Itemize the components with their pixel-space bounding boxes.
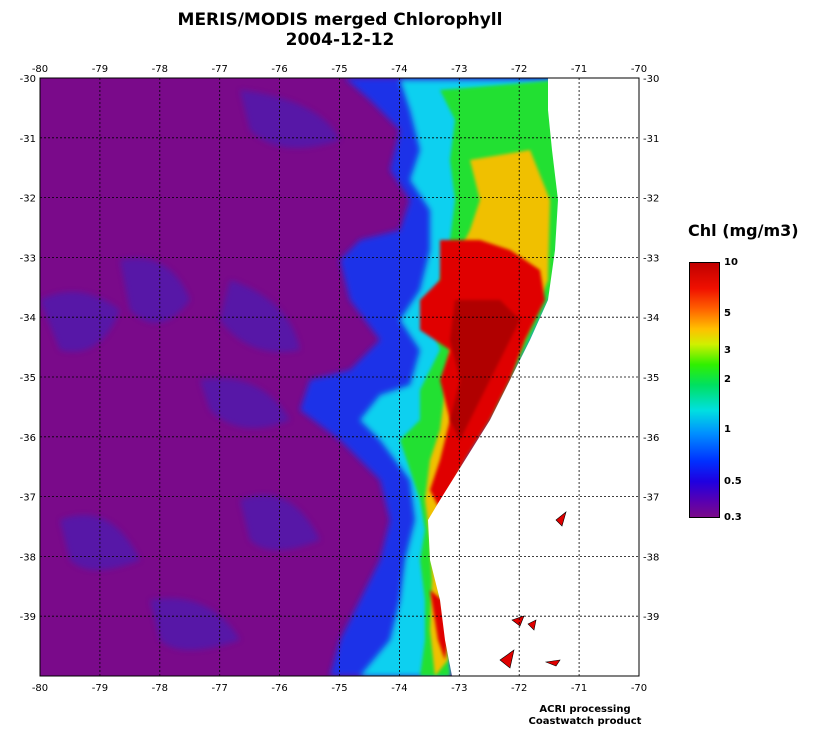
lat-tick-label: -35	[20, 373, 36, 384]
colorbar-title: Chl (mg/m3)	[688, 221, 799, 240]
lat-tick-label: -31	[643, 134, 659, 145]
colorbar-label: 1	[724, 424, 731, 435]
lon-tick-label: -73	[451, 683, 467, 694]
map-date: 2004-12-12	[285, 30, 395, 50]
lat-tick-label: -36	[643, 433, 659, 444]
lat-tick-label: -38	[643, 552, 659, 563]
lon-tick-label: -78	[152, 64, 168, 75]
lon-tick-label: -74	[391, 64, 407, 75]
plot-frame	[39, 77, 640, 677]
lon-tick-label: -73	[451, 64, 467, 75]
lon-tick-label: -79	[92, 64, 108, 75]
lon-tick-label: -80	[32, 683, 48, 694]
lat-tick-label: -34	[20, 313, 36, 324]
lon-tick-label: -72	[511, 683, 527, 694]
lat-tick-label: -32	[643, 194, 659, 205]
lat-tick-label: -39	[20, 612, 36, 623]
lat-tick-label: -39	[643, 612, 659, 623]
colorbar-label: 0.3	[724, 512, 742, 523]
lat-tick-label: -34	[643, 313, 659, 324]
colorbar-label: 0.5	[724, 476, 742, 487]
colorbar-label: 10	[724, 257, 738, 268]
lon-tick-label: -75	[331, 683, 347, 694]
colorbar-label: 2	[724, 374, 731, 385]
lat-tick-label: -35	[643, 373, 659, 384]
footer-product: Coastwatch product	[528, 716, 642, 727]
lon-tick-label: -80	[32, 64, 48, 75]
map-title: MERIS/MODIS merged Chlorophyll	[177, 10, 503, 30]
lat-tick-label: -30	[643, 74, 659, 85]
colorbar-label: 3	[724, 345, 731, 356]
lon-tick-label: -74	[391, 683, 407, 694]
lat-tick-label: -36	[20, 433, 36, 444]
lon-tick-label: -70	[631, 683, 647, 694]
footer-processing: ACRI processing	[539, 704, 631, 715]
lat-tick-label: -30	[20, 74, 36, 85]
lat-tick-label: -33	[643, 253, 659, 264]
map-plot-area	[40, 78, 639, 676]
lon-tick-label: -75	[331, 64, 347, 75]
lat-tick-label: -37	[20, 493, 36, 504]
lat-tick-label: -33	[20, 253, 36, 264]
lat-tick-label: -37	[643, 493, 659, 504]
lat-tick-label: -31	[20, 134, 36, 145]
lon-tick-label: -77	[212, 64, 228, 75]
lon-tick-label: -72	[511, 64, 527, 75]
colorbar-label: 5	[724, 308, 731, 319]
lon-tick-label: -79	[92, 683, 108, 694]
lon-tick-label: -76	[271, 64, 287, 75]
lat-tick-label: -32	[20, 194, 36, 205]
lon-tick-label: -71	[571, 683, 587, 694]
axis-ticks: -80 -80 -79 -79 -78 -78 -77 -77 -76 -76 -75 -75 -74 -…	[20, 64, 660, 694]
lon-tick-label: -70	[631, 64, 647, 75]
lat-tick-label: -38	[20, 552, 36, 563]
lon-tick-label: -77	[212, 683, 228, 694]
colorbar	[689, 262, 720, 518]
lon-tick-label: -78	[152, 683, 168, 694]
lon-tick-label: -71	[571, 64, 587, 75]
lon-tick-label: -76	[271, 683, 287, 694]
